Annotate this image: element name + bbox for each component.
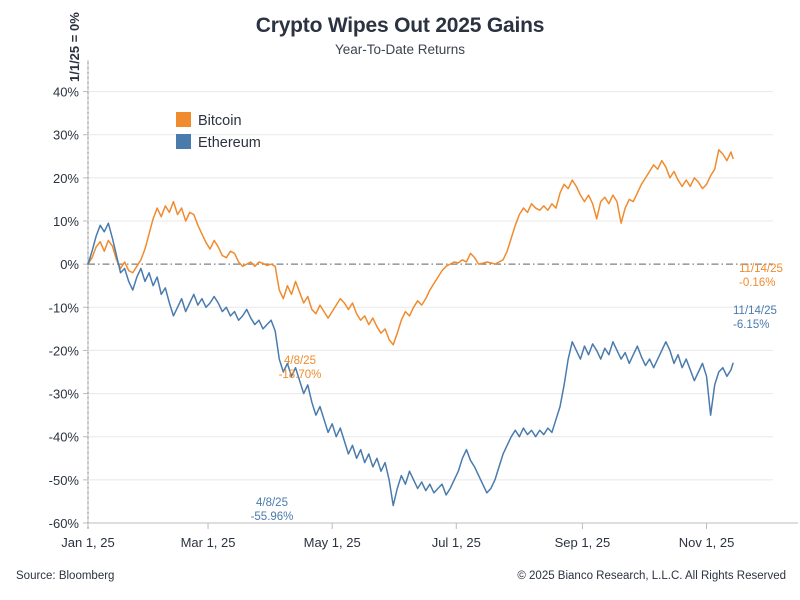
x-axis-tick-label: Nov 1, 25 bbox=[679, 535, 735, 550]
annotation-bitcoin-last-date: 11/14/25 bbox=[739, 263, 783, 275]
y-axis-tick-label: 30% bbox=[53, 128, 79, 143]
series-line-ethereum bbox=[87, 222, 734, 507]
y-axis-tick-label: 40% bbox=[53, 85, 79, 100]
x-axis-tick-label: Jan 1, 25 bbox=[61, 535, 115, 550]
x-axis-tick-label: Mar 1, 25 bbox=[181, 535, 236, 550]
annotation-ethereum-low-date: 4/8/25 bbox=[256, 497, 288, 509]
y-axis-tick-label: -20% bbox=[49, 343, 80, 358]
x-axis-tick-label: Sep 1, 25 bbox=[555, 535, 611, 550]
annotation-bitcoin-last-value: -0.16% bbox=[739, 277, 775, 289]
chart-subtitle: Year-To-Date Returns bbox=[334, 42, 466, 57]
y-axis-tick-label: 20% bbox=[53, 171, 79, 186]
annotation-bitcoin-low-date: 4/8/25 bbox=[284, 355, 316, 367]
y-axis-tick-label: -60% bbox=[49, 516, 80, 531]
chart-plot: -60% -50% -40% -30% -20% -10% 0% 10% 20% 30% 40% 1/… bbox=[49, 12, 798, 550]
baseline-marker-label: 1/1/25 = 0% bbox=[67, 12, 82, 82]
x-axis-tick-label: Jul 1, 25 bbox=[432, 535, 481, 550]
series-line-bitcoin bbox=[87, 149, 734, 346]
annotation-ethereum-last-value: -6.15% bbox=[733, 319, 769, 331]
y-axis-tick-label: 10% bbox=[53, 214, 79, 229]
y-axis-tick-label: -30% bbox=[49, 387, 80, 402]
y-axis-tick-label: -50% bbox=[49, 473, 80, 488]
legend-swatch-bitcoin bbox=[176, 112, 191, 127]
annotation-ethereum-low-value: -55.96% bbox=[251, 511, 294, 523]
legend-swatch-ethereum bbox=[176, 134, 191, 149]
source-note: Source: Bloomberg bbox=[16, 570, 115, 582]
y-axis-tick-label: -40% bbox=[49, 430, 80, 445]
chart-title: Crypto Wipes Out 2025 Gains bbox=[255, 14, 545, 37]
annotation-ethereum-last-date: 11/14/25 bbox=[733, 305, 777, 317]
copyright-note: © 2025 Bianco Research, L.L.C. All Right… bbox=[517, 570, 786, 582]
x-axis-tick-label: May 1, 25 bbox=[304, 535, 361, 550]
legend-label-ethereum: Ethereum bbox=[198, 135, 261, 151]
y-axis-tick-label: 0% bbox=[60, 257, 79, 272]
legend-label-bitcoin: Bitcoin bbox=[198, 113, 242, 129]
y-axis-tick-label: -10% bbox=[49, 300, 80, 315]
annotation-bitcoin-low-value: -18.70% bbox=[279, 369, 322, 381]
